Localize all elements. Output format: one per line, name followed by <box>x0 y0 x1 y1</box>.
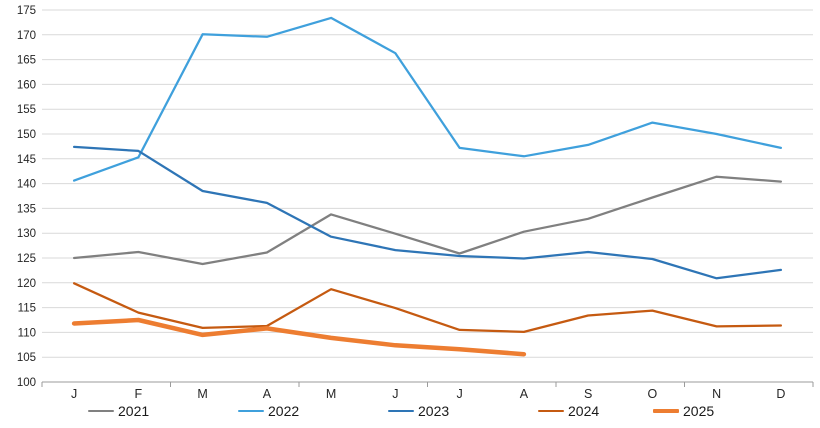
legend-item-2024: 2024 <box>538 401 599 421</box>
y-axis-label-105: 105 <box>17 352 36 364</box>
x-axis-label-1: F <box>135 387 143 401</box>
legend-label-2025: 2025 <box>683 403 715 419</box>
legend-label-2024: 2024 <box>568 403 600 419</box>
y-axis-label-130: 130 <box>17 228 36 240</box>
legend-label-2022: 2022 <box>268 403 300 419</box>
legend-line-swatch-2024 <box>538 409 564 413</box>
legend-label-2023: 2023 <box>418 403 450 419</box>
x-axis-label-10: N <box>712 387 721 401</box>
y-axis-label-145: 145 <box>17 154 36 166</box>
series-line-2025 <box>71 317 527 357</box>
legend-item-2023: 2023 <box>388 401 449 421</box>
y-axis-labels: 100 105 110 115 120 125 130 135 140 145 150 155 160 1… <box>17 5 36 389</box>
y-axis-label-115: 115 <box>18 303 36 315</box>
series-line-2023 <box>72 145 783 280</box>
series-line-2022 <box>72 16 783 182</box>
y-axis-label-170: 170 <box>17 30 36 42</box>
x-axis-label-9: O <box>648 387 658 401</box>
y-axis-label-160: 160 <box>17 79 36 91</box>
legend-item-2021: 2021 <box>88 401 149 421</box>
legend-line-swatch-2023 <box>388 409 414 413</box>
y-axis-label-110: 110 <box>18 327 36 339</box>
series-line-2021 <box>72 175 783 266</box>
chart-legend: 2021 2022 2023 2024 2025 <box>0 401 820 425</box>
x-axis <box>41 381 814 387</box>
x-axis-label-6: J <box>457 387 463 401</box>
legend-line-swatch-2022 <box>238 409 264 413</box>
x-axis-label-2: M <box>197 387 207 401</box>
series-lines <box>71 16 783 357</box>
legend-item-2022: 2022 <box>238 401 299 421</box>
legend-label-2021: 2021 <box>118 403 150 419</box>
x-axis-label-3: A <box>263 387 272 401</box>
legend-line-swatch-2025 <box>653 408 679 414</box>
y-axis-label-100: 100 <box>17 377 36 389</box>
y-axis-label-150: 150 <box>17 129 36 141</box>
y-axis-label-165: 165 <box>17 55 36 67</box>
y-axis-label-135: 135 <box>17 203 36 215</box>
x-axis-label-8: S <box>584 387 592 401</box>
x-axis-label-7: A <box>520 387 529 401</box>
y-axis-label-155: 155 <box>17 104 36 116</box>
x-axis-label-4: M <box>326 387 336 401</box>
legend-item-2025: 2025 <box>653 401 714 421</box>
y-axis-label-140: 140 <box>17 179 36 191</box>
y-axis-label-125: 125 <box>17 253 36 265</box>
legend-line-swatch-2021 <box>88 409 114 413</box>
x-axis-label-11: D <box>776 387 785 401</box>
x-axis-label-0: J <box>71 387 77 401</box>
x-axis-label-5: J <box>392 387 398 401</box>
y-axis-label-120: 120 <box>17 278 36 290</box>
series-line-2024 <box>72 282 783 334</box>
y-axis-label-175: 175 <box>17 5 36 17</box>
